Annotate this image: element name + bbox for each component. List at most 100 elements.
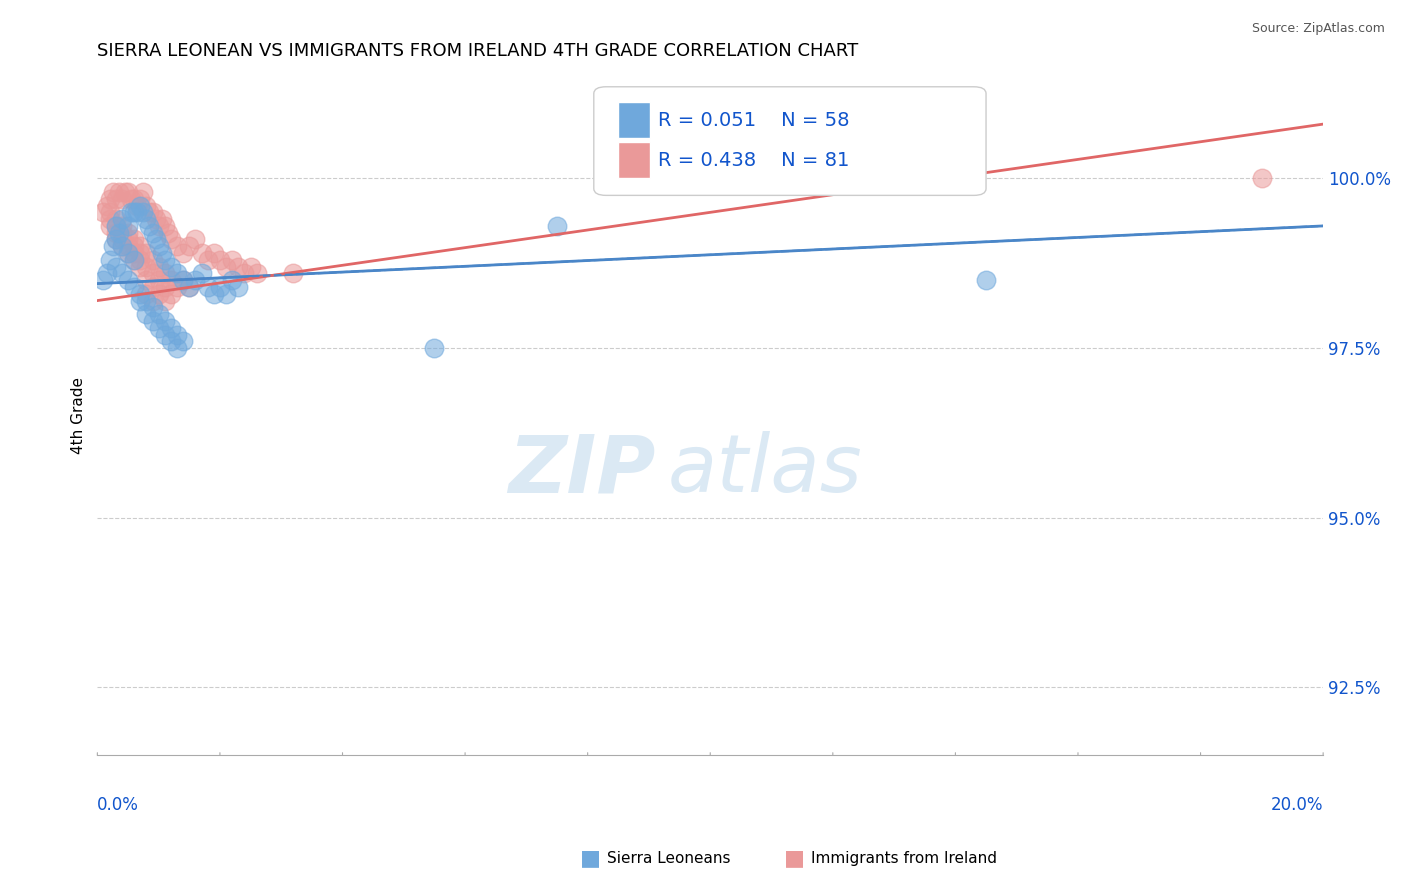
Point — [153, 293, 176, 308]
Point — [132, 185, 155, 199]
Point — [93, 273, 115, 287]
Point — [221, 273, 243, 287]
Text: ■: ■ — [785, 848, 804, 868]
Point — [239, 260, 262, 274]
Point — [974, 273, 997, 287]
Point — [96, 198, 118, 212]
Point — [129, 252, 152, 267]
Point — [184, 273, 207, 287]
Point — [111, 212, 134, 227]
Text: Immigrants from Ireland: Immigrants from Ireland — [811, 851, 997, 865]
Point — [141, 252, 163, 267]
FancyBboxPatch shape — [593, 87, 986, 195]
Point — [135, 293, 157, 308]
Point — [141, 267, 163, 281]
Point — [150, 246, 173, 260]
Point — [153, 280, 176, 294]
Point — [132, 205, 155, 219]
Point — [135, 286, 157, 301]
Point — [135, 273, 157, 287]
Point — [166, 267, 188, 281]
Point — [166, 280, 188, 294]
Point — [129, 246, 152, 260]
Point — [202, 286, 225, 301]
Point — [246, 267, 269, 281]
Point — [135, 260, 157, 274]
Point — [104, 219, 127, 233]
Point — [208, 252, 231, 267]
Point — [150, 212, 173, 227]
Point — [104, 219, 127, 233]
Text: 0.0%: 0.0% — [97, 796, 139, 814]
Text: ■: ■ — [581, 848, 600, 868]
Text: 20.0%: 20.0% — [1271, 796, 1323, 814]
Point — [153, 252, 176, 267]
Point — [111, 232, 134, 246]
Point — [166, 239, 188, 253]
Point — [117, 185, 139, 199]
Point — [120, 205, 142, 219]
Point — [104, 212, 127, 227]
Point — [148, 239, 170, 253]
Point — [156, 226, 179, 240]
Point — [423, 341, 446, 355]
Point — [117, 273, 139, 287]
Point — [148, 286, 170, 301]
Point — [122, 252, 145, 267]
Point — [122, 239, 145, 253]
Point — [111, 239, 134, 253]
Point — [135, 198, 157, 212]
Point — [107, 226, 129, 240]
Point — [153, 314, 176, 328]
Point — [179, 280, 201, 294]
Point — [98, 205, 121, 219]
Point — [226, 280, 249, 294]
Point — [215, 286, 238, 301]
Point — [215, 260, 238, 274]
Point — [138, 205, 160, 219]
Point — [93, 205, 115, 219]
Point — [141, 314, 163, 328]
Point — [160, 273, 183, 287]
Text: R = 0.438    N = 81: R = 0.438 N = 81 — [658, 151, 849, 169]
Point — [117, 219, 139, 233]
Point — [111, 239, 134, 253]
Point — [166, 327, 188, 342]
Point — [197, 280, 219, 294]
Point — [141, 226, 163, 240]
Point — [111, 219, 134, 233]
Point — [202, 246, 225, 260]
Point — [104, 232, 127, 246]
Point — [122, 252, 145, 267]
Point — [120, 192, 142, 206]
Point — [160, 320, 183, 334]
Text: R = 0.051    N = 58: R = 0.051 N = 58 — [658, 111, 849, 129]
Point — [138, 219, 160, 233]
Point — [148, 320, 170, 334]
FancyBboxPatch shape — [619, 103, 650, 137]
Text: Source: ZipAtlas.com: Source: ZipAtlas.com — [1251, 22, 1385, 36]
Point — [166, 341, 188, 355]
Point — [141, 301, 163, 315]
Point — [145, 212, 167, 227]
FancyBboxPatch shape — [619, 143, 650, 178]
Point — [148, 260, 170, 274]
Point — [145, 232, 167, 246]
Point — [122, 232, 145, 246]
Point — [148, 219, 170, 233]
Point — [160, 260, 183, 274]
Point — [184, 232, 207, 246]
Point — [1250, 171, 1272, 186]
Point — [111, 267, 134, 281]
Point — [122, 246, 145, 260]
Point — [172, 273, 194, 287]
Point — [104, 232, 127, 246]
Point — [98, 219, 121, 233]
Text: SIERRA LEONEAN VS IMMIGRANTS FROM IRELAND 4TH GRADE CORRELATION CHART: SIERRA LEONEAN VS IMMIGRANTS FROM IRELAN… — [97, 42, 859, 60]
Point — [172, 246, 194, 260]
Point — [122, 192, 145, 206]
Point — [283, 267, 305, 281]
Point — [135, 307, 157, 321]
Point — [197, 252, 219, 267]
Point — [117, 246, 139, 260]
